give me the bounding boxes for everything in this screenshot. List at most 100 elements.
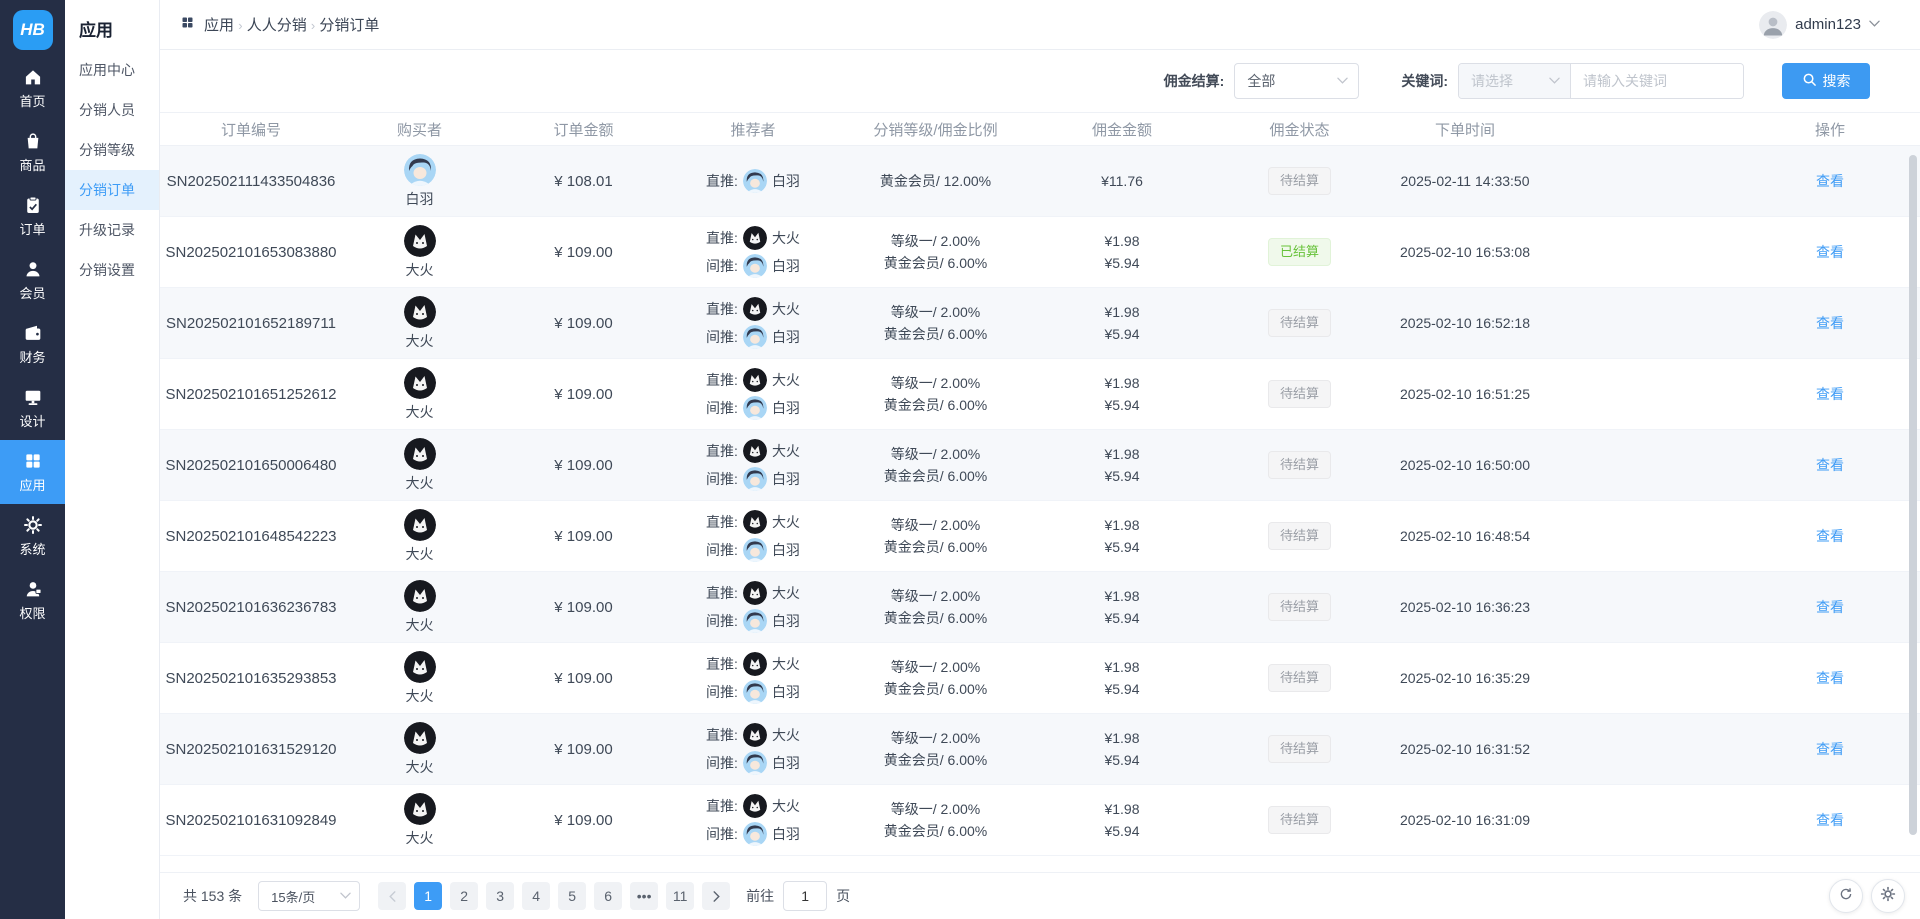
order-time: 2025-02-10 16:51:25 xyxy=(1400,386,1530,402)
view-order-link[interactable]: 查看 xyxy=(1816,244,1844,260)
rail-item-members[interactable]: 会员 xyxy=(0,248,65,312)
order-amount: ¥ 109.00 xyxy=(554,740,613,758)
level-ratio: 等级一/ 2.00% 黄金会员/ 6.00% xyxy=(883,374,988,413)
sidebar-item-distribution-orders[interactable]: 分销订单 xyxy=(65,170,159,210)
page-button-2[interactable]: 2 xyxy=(450,882,479,910)
more-pages-button[interactable]: ••• xyxy=(630,882,659,910)
page-button-3[interactable]: 3 xyxy=(486,882,515,910)
chevron-down-icon xyxy=(1337,73,1349,89)
referrer-line: 间推: 白羽 xyxy=(665,822,841,846)
buyer-name: 大火 xyxy=(405,403,434,420)
avatar xyxy=(403,437,436,470)
view-order-link[interactable]: 查看 xyxy=(1816,741,1844,757)
status-badge: 待结算 xyxy=(1267,167,1331,195)
primary-sidebar: HB 首页商品订单 会员财务设计 应用系统权限 xyxy=(0,0,65,919)
breadcrumb-item[interactable]: 应用 xyxy=(204,17,235,34)
sidebar-item-distributors[interactable]: 分销人员 xyxy=(79,102,135,118)
breadcrumb-grid-icon xyxy=(180,15,195,34)
sidebar-item-distribution-settings[interactable]: 分销设置 xyxy=(79,262,135,278)
keyword-type-select[interactable]: 请选择 xyxy=(1459,64,1571,98)
cell: ¥1.98 ¥5.94 xyxy=(1030,301,1214,346)
rail-item-design[interactable]: 设计 xyxy=(0,376,65,440)
view-order-link[interactable]: 查看 xyxy=(1816,599,1844,615)
rail-item-label: 财务 xyxy=(19,349,46,365)
avatar xyxy=(742,652,767,676)
avatar xyxy=(403,721,436,754)
view-order-link[interactable]: 查看 xyxy=(1816,528,1844,544)
page-button-11[interactable]: 11 xyxy=(666,882,695,910)
submenu-title: 应用 xyxy=(79,21,113,40)
settings-button[interactable] xyxy=(1871,879,1905,913)
order-time: 2025-02-10 16:53:08 xyxy=(1400,244,1530,260)
prev-page-button[interactable] xyxy=(378,882,407,910)
level-ratio: 等级一/ 2.00% 黄金会员/ 6.00% xyxy=(883,800,988,839)
rail-item-apps[interactable]: 应用 xyxy=(0,440,65,504)
view-order-link[interactable]: 查看 xyxy=(1816,812,1844,828)
referrer-line: 直推: 大火 xyxy=(665,226,841,250)
page-button-1[interactable]: 1 xyxy=(414,882,443,910)
cell: 直推: 大火 间推: 白羽 xyxy=(665,297,841,349)
next-page-button[interactable] xyxy=(702,882,731,910)
view-order-link[interactable]: 查看 xyxy=(1816,386,1844,402)
cell: ¥1.98 ¥5.94 xyxy=(1030,585,1214,630)
referrers: 直推: 大火 间推: 白羽 xyxy=(665,723,841,775)
keyword-input[interactable] xyxy=(1571,64,1743,98)
column-header-8: 操作 xyxy=(1814,121,1845,139)
view-order-link[interactable]: 查看 xyxy=(1816,670,1844,686)
chevron-down-icon xyxy=(1549,73,1560,89)
commission-amount: ¥1.98 ¥5.94 xyxy=(1104,303,1140,342)
page-button-6[interactable]: 6 xyxy=(594,882,623,910)
rail-item-label: 系统 xyxy=(19,541,46,557)
referrer-name: 大火 xyxy=(771,798,800,814)
breadcrumb-item[interactable]: 分销订单 xyxy=(319,17,380,34)
user-menu[interactable]: admin123 xyxy=(1759,10,1880,39)
referrers: 直推: 大火 间推: 白羽 xyxy=(665,581,841,633)
referrer-line: 间推: 白羽 xyxy=(665,751,841,775)
column-header-2: 订单金额 xyxy=(553,121,614,139)
vertical-scrollbar[interactable] xyxy=(1909,155,1917,835)
rail-item-orders[interactable]: 订单 xyxy=(0,184,65,248)
sidebar-item-upgrade-records[interactable]: 升级记录 xyxy=(79,222,135,238)
sidebar-item-distribution-levels[interactable]: 分销等级 xyxy=(79,142,135,158)
page-size-select[interactable]: 15条/页 xyxy=(258,881,361,911)
sidebar-item-app-center[interactable]: 应用中心 xyxy=(79,62,135,78)
cell: ¥1.98 ¥5.94 xyxy=(1030,514,1214,559)
buyer: 白羽 xyxy=(403,153,436,209)
table-row: SN202502101653083880 大火 ¥ 109.00 直推: 大火 间推: 白羽… xyxy=(160,217,1920,288)
rail-item-goods[interactable]: 商品 xyxy=(0,120,65,184)
goto-page: 前往 页 xyxy=(746,881,850,911)
view-order-link[interactable]: 查看 xyxy=(1816,173,1844,189)
refresh-icon xyxy=(1838,886,1854,907)
table-row: SN202502111433504836 白羽 ¥ 108.01 直推: 白羽 黄金会员/… xyxy=(160,146,1920,217)
rail-item-label: 商品 xyxy=(19,157,46,173)
commission-status-select[interactable]: 全部 xyxy=(1234,63,1360,99)
search-button[interactable]: 搜索 xyxy=(1782,63,1870,99)
page-button-5[interactable]: 5 xyxy=(558,882,587,910)
goto-page-input[interactable] xyxy=(783,881,828,911)
cell: 大火 xyxy=(337,224,502,280)
rail-item-permission[interactable]: 权限 xyxy=(0,568,65,632)
table-row: SN202502101635293853 大火 ¥ 109.00 直推: 大火 间推: 白羽… xyxy=(160,643,1920,714)
view-order-link[interactable]: 查看 xyxy=(1816,315,1844,331)
table-row: SN202502101650006480 大火 ¥ 109.00 直推: 大火 间推: 白羽… xyxy=(160,430,1920,501)
buyer-name: 白羽 xyxy=(405,190,434,207)
referrer-label: 间推: xyxy=(706,826,738,842)
rail-item-finance[interactable]: 财务 xyxy=(0,312,65,376)
page-button-4[interactable]: 4 xyxy=(522,882,551,910)
referrer-line: 间推: 白羽 xyxy=(665,325,841,349)
avatar xyxy=(403,153,436,186)
status-badge: 待结算 xyxy=(1267,806,1331,834)
breadcrumb-item[interactable]: 人人分销 xyxy=(246,17,307,34)
cell: 查看 xyxy=(1545,455,1920,475)
cell: ¥1.98 ¥5.94 xyxy=(1030,656,1214,701)
app-logo[interactable]: HB xyxy=(12,10,53,50)
referrer-label: 直推: xyxy=(706,443,738,459)
rail-item-system[interactable]: 系统 xyxy=(0,504,65,568)
order-sn: SN202502101651252612 xyxy=(165,385,337,403)
status-badge: 待结算 xyxy=(1267,735,1331,763)
cell: 等级一/ 2.00% 黄金会员/ 6.00% xyxy=(841,727,1030,772)
referrer-line: 直推: 大火 xyxy=(665,368,841,392)
rail-item-home[interactable]: 首页 xyxy=(0,56,65,120)
view-order-link[interactable]: 查看 xyxy=(1816,457,1844,473)
refresh-button[interactable] xyxy=(1829,879,1863,913)
